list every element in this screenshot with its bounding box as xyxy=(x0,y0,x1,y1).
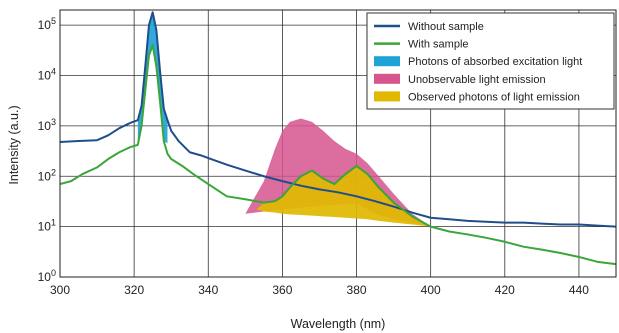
x-tick-label: 380 xyxy=(347,283,367,297)
legend-label-unobservable-light-emission: Unobservable light emission xyxy=(408,74,546,86)
filled-areas xyxy=(137,12,431,227)
x-tick-label: 340 xyxy=(198,283,218,297)
y-tick-label: 103 xyxy=(38,117,56,133)
series-line-without-sample xyxy=(59,11,617,228)
legend-label-photons-of-absorbed-excitation-light: Photons of absorbed excitation light xyxy=(408,56,582,68)
y-axis-title: Intensity (a.u.) xyxy=(7,105,21,184)
x-tick-label: 320 xyxy=(124,283,144,297)
x-tick-label: 420 xyxy=(495,283,515,297)
y-tick-label: 100 xyxy=(38,268,56,284)
y-tick-label: 104 xyxy=(38,67,56,83)
area-photons-of-absorbed-excitation-light xyxy=(137,12,168,145)
legend-swatch-unobservable-light-emission xyxy=(374,73,400,84)
y-tick-label: 105 xyxy=(38,16,56,32)
legend-label-observed-photons-of-light-emission: Observed photons of light emission xyxy=(408,91,580,103)
series-lines xyxy=(59,11,617,266)
series-line-with-sample xyxy=(59,44,617,266)
x-tick-label: 440 xyxy=(569,283,589,297)
legend-swatch-photons-of-absorbed-excitation-light xyxy=(374,56,400,67)
x-tick-label: 360 xyxy=(272,283,292,297)
legend-label-with-sample: With sample xyxy=(408,39,469,51)
x-tick-label: 300 xyxy=(50,283,70,297)
legend-label-without-sample: Without sample xyxy=(408,21,484,33)
y-tick-label: 101 xyxy=(38,218,56,234)
legend: Without sample With sample Photons of abso… xyxy=(366,12,615,110)
x-tick-labels: 300 320 340 360 380 400 420 440 xyxy=(50,283,589,297)
area-observed-photons-of-light-emission xyxy=(256,165,431,227)
legend-box xyxy=(366,12,615,110)
y-tick-labels: 100 101 102 103 104 105 xyxy=(38,16,56,284)
x-tick-label: 400 xyxy=(421,283,441,297)
plot-frame xyxy=(59,9,617,278)
y-tick-label: 102 xyxy=(38,167,56,183)
x-axis-title: Wavelength (nm) xyxy=(291,317,386,331)
legend-swatch-observed-photons-of-light-emission xyxy=(374,91,400,102)
